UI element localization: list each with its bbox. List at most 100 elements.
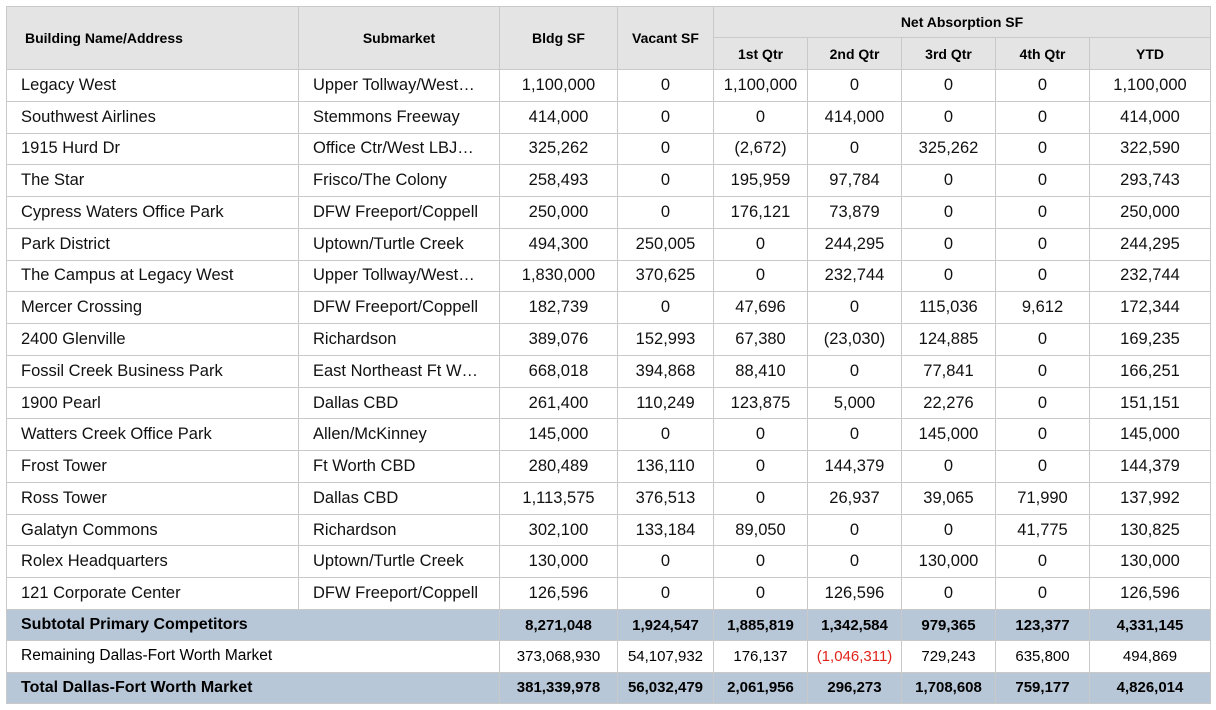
q3-cell: 0 [901, 100, 996, 134]
col-header-building: Building Name/Address [6, 6, 299, 70]
total-row: Total Dallas-Fort Worth Market 381,339,9… [6, 671, 1212, 705]
col-header-q1: 1st Qtr [713, 37, 808, 70]
bldg-sf-cell: 250,000 [499, 196, 618, 229]
q1-cell: 67,380 [713, 323, 808, 356]
submarket-cell: DFW Freeport/Coppell [298, 291, 500, 325]
bldg-sf-cell: 389,076 [499, 323, 618, 356]
subtotal-label: Subtotal Primary Competitors [6, 609, 500, 642]
table-row: Galatyn Commons Richardson 302,100 133,184 8… [6, 513, 1212, 547]
table-row: The Campus at Legacy West Upper Tollway/W… [6, 259, 1212, 293]
col-header-q2: 2nd Qtr [807, 37, 902, 70]
table-row: Legacy West Upper Tollway/West… 1,100,000 0… [6, 69, 1212, 102]
bldg-sf-cell: 414,000 [499, 100, 618, 134]
table-row: Rolex Headquarters Uptown/Turtle Creek 130… [6, 545, 1212, 579]
q1-cell: 0 [713, 227, 808, 261]
q3-cell: 130,000 [901, 545, 996, 579]
q3-cell: 0 [901, 577, 996, 611]
ytd-cell: 172,344 [1088, 291, 1212, 325]
building-name: Frost Tower [6, 450, 299, 483]
q3-cell: 0 [901, 69, 996, 102]
q1-cell: 1,100,000 [713, 69, 808, 102]
q3-cell: 124,885 [901, 323, 996, 356]
q2-cell: 26,937 [807, 481, 902, 515]
q3-cell: 77,841 [901, 354, 996, 388]
ytd-cell: 250,000 [1088, 196, 1212, 229]
submarket-cell: Dallas CBD [298, 386, 500, 420]
q4-cell: 0 [995, 196, 1090, 229]
total-q4: 759,177 [995, 671, 1090, 705]
bldg-sf-cell: 494,300 [499, 227, 618, 261]
remaining-row: Remaining Dallas-Fort Worth Market 373,0… [6, 640, 1212, 673]
building-name: Rolex Headquarters [6, 545, 299, 579]
submarket-cell: Stemmons Freeway [298, 100, 500, 134]
q2-cell: 0 [807, 354, 902, 388]
building-name: 2400 Glenville [6, 323, 299, 356]
subtotal-q2: 1,342,584 [807, 609, 902, 642]
bldg-sf-cell: 1,830,000 [499, 259, 618, 293]
remaining-q4: 635,800 [995, 640, 1090, 673]
q2-cell: 0 [807, 418, 902, 452]
total-bldg-sf: 381,339,978 [499, 671, 618, 705]
q2-cell: 232,744 [807, 259, 902, 293]
q2-cell: 0 [807, 69, 902, 102]
col-header-q4: 4th Qtr [995, 37, 1090, 70]
total-vacant-sf: 56,032,479 [617, 671, 714, 705]
q4-cell: 0 [995, 323, 1090, 356]
table-row: Frost Tower Ft Worth CBD 280,489 136,110 0 14… [6, 450, 1212, 483]
remaining-vacant-sf: 54,107,932 [617, 640, 714, 673]
table-row: Watters Creek Office Park Allen/McKinney 1… [6, 418, 1212, 452]
table-row: 121 Corporate Center DFW Freeport/Coppell… [6, 577, 1212, 611]
vacant-sf-cell: 0 [617, 291, 714, 325]
submarket-cell: Uptown/Turtle Creek [298, 227, 500, 261]
ytd-cell: 144,379 [1088, 450, 1212, 483]
q4-cell: 71,990 [995, 481, 1090, 515]
table-row: Ross Tower Dallas CBD 1,113,575 376,513 0 26,… [6, 481, 1212, 515]
submarket-cell: Dallas CBD [298, 481, 500, 515]
q4-cell: 9,612 [995, 291, 1090, 325]
vacant-sf-cell: 0 [617, 577, 714, 611]
q2-cell: (23,030) [807, 323, 902, 356]
bldg-sf-cell: 258,493 [499, 164, 618, 198]
table-row: 1915 Hurd Dr Office Ctr/West LBJ… 325,262 0… [6, 132, 1212, 166]
submarket-cell: DFW Freeport/Coppell [298, 196, 500, 229]
submarket-cell: DFW Freeport/Coppell [298, 577, 500, 611]
ytd-cell: 126,596 [1088, 577, 1212, 611]
q1-cell: 47,696 [713, 291, 808, 325]
remaining-q1: 176,137 [713, 640, 808, 673]
q1-cell: 0 [713, 418, 808, 452]
q2-cell: 244,295 [807, 227, 902, 261]
building-name: Fossil Creek Business Park [6, 354, 299, 388]
table-row: Fossil Creek Business Park East Northeast… [6, 354, 1212, 388]
vacant-sf-cell: 376,513 [617, 481, 714, 515]
remaining-bldg-sf: 373,068,930 [499, 640, 618, 673]
bldg-sf-cell: 182,739 [499, 291, 618, 325]
q1-cell: 89,050 [713, 513, 808, 547]
q1-cell: 176,121 [713, 196, 808, 229]
table-row: 2400 Glenville Richardson 389,076 152,993 67… [6, 323, 1212, 356]
bldg-sf-cell: 261,400 [499, 386, 618, 420]
subtotal-ytd: 4,331,145 [1088, 609, 1212, 642]
table-row: Park District Uptown/Turtle Creek 494,300 2… [6, 227, 1212, 261]
subtotal-bldg-sf: 8,271,048 [499, 609, 618, 642]
q4-cell: 0 [995, 386, 1090, 420]
building-name: Legacy West [6, 69, 299, 102]
absorption-table: Building Name/Address Submarket Bldg SF … [6, 6, 1212, 705]
submarket-cell: Upper Tollway/West… [298, 69, 500, 102]
vacant-sf-cell: 0 [617, 196, 714, 229]
bldg-sf-cell: 126,596 [499, 577, 618, 611]
vacant-sf-cell: 0 [617, 100, 714, 134]
subtotal-q3: 979,365 [901, 609, 996, 642]
q2-cell: 126,596 [807, 577, 902, 611]
total-q2: 296,273 [807, 671, 902, 705]
vacant-sf-cell: 152,993 [617, 323, 714, 356]
ytd-cell: 169,235 [1088, 323, 1212, 356]
remaining-q3: 729,243 [901, 640, 996, 673]
table-row: The Star Frisco/The Colony 258,493 0 195,959… [6, 164, 1212, 198]
building-name: Park District [6, 227, 299, 261]
building-name: 1915 Hurd Dr [6, 132, 299, 166]
q2-cell: 144,379 [807, 450, 902, 483]
bldg-sf-cell: 668,018 [499, 354, 618, 388]
submarket-cell: Office Ctr/West LBJ… [298, 132, 500, 166]
subtotal-q4: 123,377 [995, 609, 1090, 642]
q2-cell: 0 [807, 291, 902, 325]
